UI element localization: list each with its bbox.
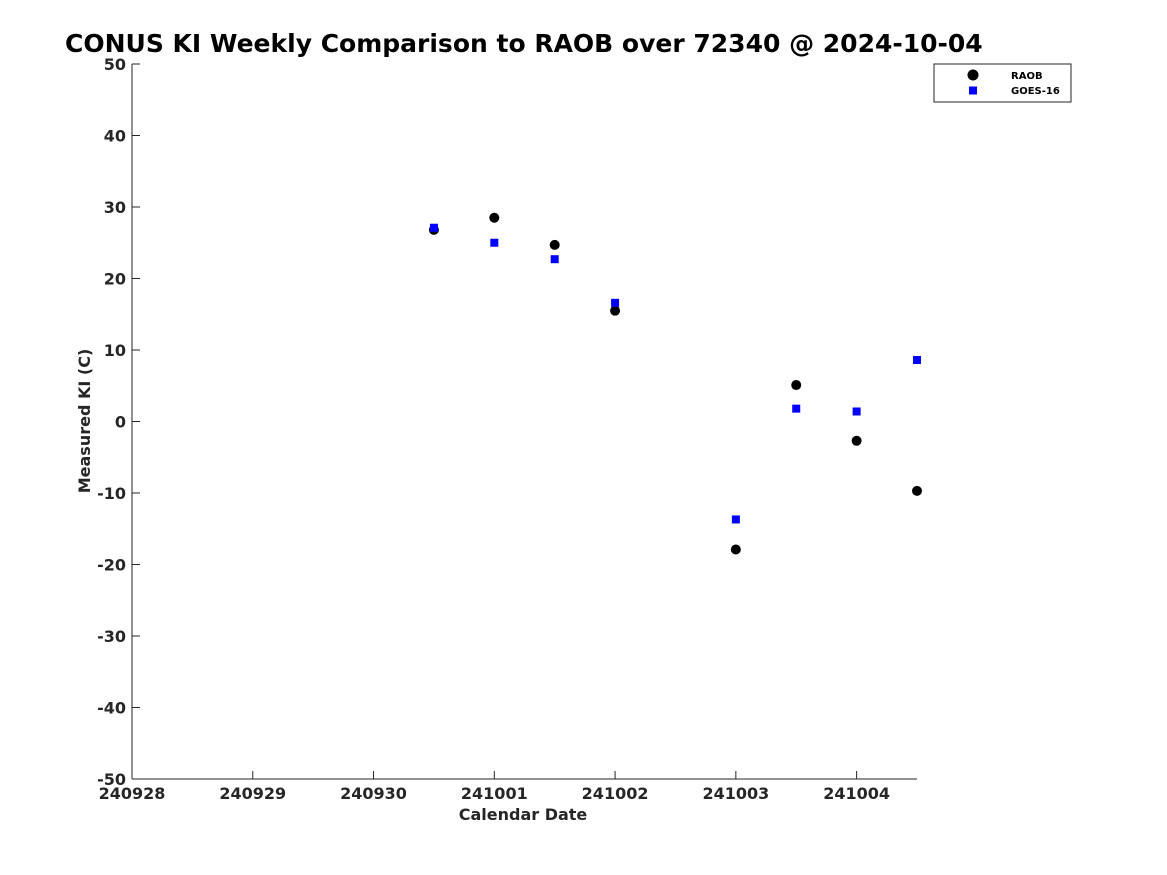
point-raob <box>549 239 560 250</box>
legend-marker-raob <box>967 69 979 81</box>
point-goes16 <box>611 298 620 307</box>
point-goes16 <box>731 515 740 524</box>
y-tick-label: 30 <box>104 198 126 217</box>
y-tick-label: 10 <box>104 341 126 360</box>
y-tick-label: -50 <box>97 770 126 789</box>
point-goes16 <box>913 356 921 365</box>
point-raob <box>730 544 741 555</box>
x-axis-label: Calendar Date <box>459 805 588 824</box>
point-raob <box>610 305 621 316</box>
x-tick-label: 240929 <box>219 784 286 803</box>
y-tick-label: -40 <box>97 699 126 718</box>
point-goes16 <box>550 255 559 264</box>
y-tick-label: 0 <box>115 413 126 432</box>
y-tick-label: 20 <box>104 270 126 289</box>
legend-label-raob: RAOB <box>1011 71 1043 82</box>
point-goes16 <box>792 404 801 413</box>
y-tick-label: 40 <box>104 127 126 146</box>
chart-title: CONUS KI Weekly Comparison to RAOB over … <box>65 29 983 58</box>
point-raob <box>851 435 862 446</box>
y-tick-label: -10 <box>97 484 126 503</box>
legend-marker-goes16 <box>969 86 977 95</box>
point-goes16 <box>429 223 438 232</box>
point-goes16 <box>490 238 499 247</box>
x-tick-label: 241001 <box>461 784 528 803</box>
y-axis-ticks: -50 -40 -30 -20 -10 0 10 20 30 40 50 <box>97 55 140 789</box>
y-tick-label: -30 <box>97 627 126 646</box>
point-raob <box>912 485 922 496</box>
point-raob <box>489 212 500 223</box>
y-tick-label: 50 <box>104 55 126 74</box>
legend-box <box>933 63 1072 103</box>
x-tick-label: 241002 <box>582 784 649 803</box>
x-tick-label: 240930 <box>340 784 407 803</box>
y-axis-label: Measured KI (C) <box>75 349 94 494</box>
x-tick-label: 241004 <box>823 784 890 803</box>
x-axis-ticks: 240928 240929 240930 241001 241002 241003 2410… <box>99 771 890 803</box>
legend: RAOB GOES-16 <box>933 63 1072 103</box>
x-tick-label: 241003 <box>702 784 769 803</box>
data-points <box>428 212 922 555</box>
x-tick-label: 240928 <box>99 784 166 803</box>
legend-label-goes16: GOES-16 <box>1011 86 1060 97</box>
point-goes16 <box>852 407 861 416</box>
y-tick-label: -20 <box>97 556 126 575</box>
point-raob <box>791 380 802 391</box>
